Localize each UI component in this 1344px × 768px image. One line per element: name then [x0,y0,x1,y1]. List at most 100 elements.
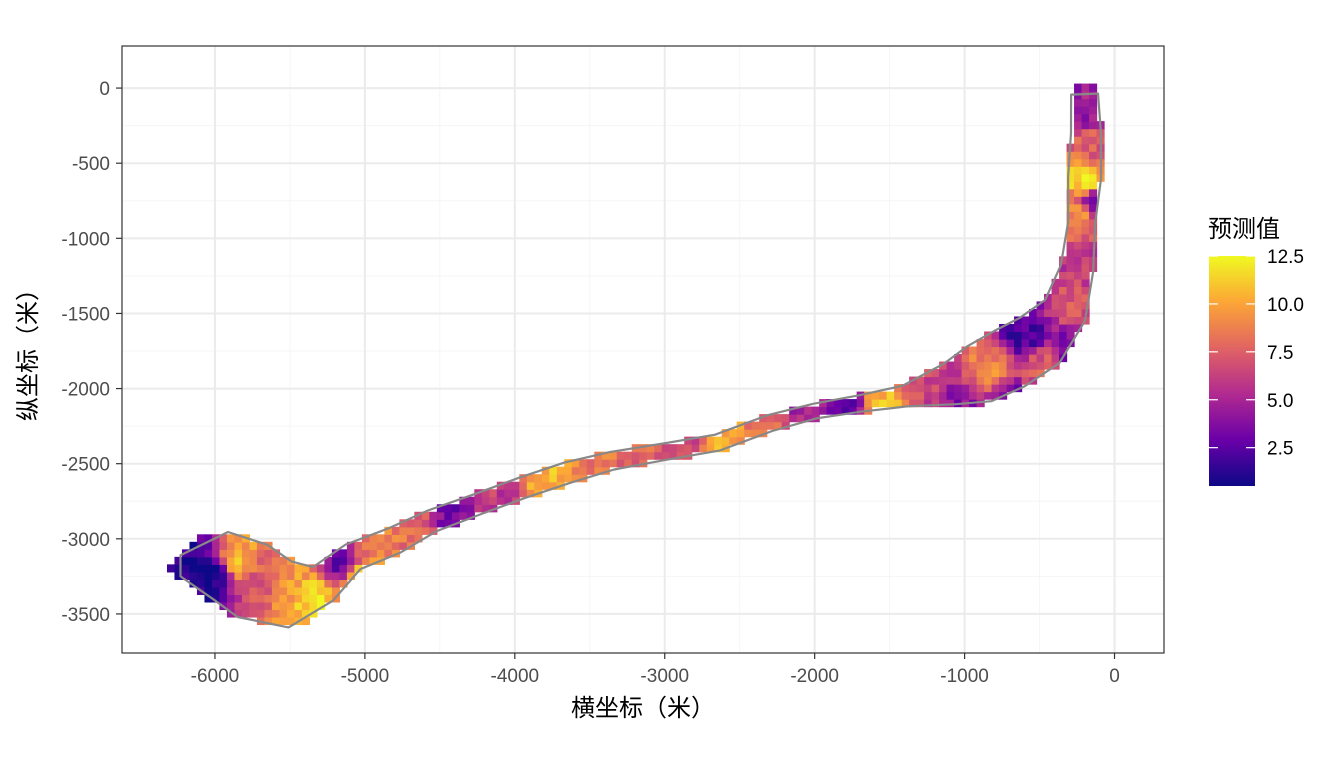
heat-cell [1081,166,1090,175]
heat-cell [1059,308,1068,318]
heat-cell [271,556,281,565]
heat-cell [1059,293,1068,303]
heat-cell [564,474,573,483]
heat-cell [286,579,296,588]
heat-cell [399,534,408,543]
heat-cell [451,511,460,520]
heat-cell [579,466,588,475]
heat-cell [549,481,558,490]
heat-cell [946,369,955,378]
heat-cell [219,549,228,558]
heat-cell [264,564,273,573]
heat-cell [594,466,603,475]
heat-cell [879,399,888,408]
heat-cell [324,564,333,573]
heat-cell [1044,361,1053,370]
heat-cell [279,601,288,611]
heat-cell [234,564,243,573]
heat-cell [1074,106,1083,115]
heat-cell [939,369,948,378]
heat-cell [1074,323,1083,333]
heat-cell [549,466,558,475]
heat-cell [1081,173,1090,182]
heat-cell [856,399,865,408]
heat-cell [729,436,738,445]
heat-cell [571,466,580,475]
heat-cell [804,406,813,415]
heat-cell [309,579,318,588]
heat-cell [1036,323,1045,333]
heat-cell [331,564,340,573]
heat-cell [316,564,326,573]
plot-panel-border [121,45,1165,654]
heat-cell [969,369,978,378]
heat-cell [1066,181,1075,190]
heat-cell [286,586,296,596]
heat-cell [999,376,1008,385]
heat-cell [489,489,498,498]
heat-cell [969,384,978,393]
heat-cell [1021,346,1030,355]
heat-cell [616,451,625,460]
heat-cell [361,549,370,558]
heat-cell [1081,271,1090,280]
heat-cell [984,346,993,355]
x-tick-label: -3000 [640,666,689,687]
heat-cell [504,489,513,498]
y-tick-label: -500 [72,154,110,175]
heat-cell [369,541,378,550]
heat-cell [346,549,355,558]
heat-cell [1066,263,1075,272]
heat-cell [219,541,228,550]
heat-cell [226,564,236,573]
heat-cell [1066,301,1075,310]
heat-cell [1051,278,1060,287]
heat-cell [1089,241,1098,250]
heat-cell [241,571,251,580]
heat-cell [1066,166,1075,175]
heat-cell [991,338,1000,348]
heat-cell [249,579,258,588]
heat-cell [264,601,273,611]
heat-cell [406,534,415,543]
heat-cell [1081,136,1090,145]
heat-cell [961,369,970,378]
heat-cell [811,406,820,415]
heat-cell [1089,128,1098,137]
heat-cell [991,331,1000,340]
heat-cell [324,571,333,580]
heat-cell [271,564,281,573]
heat-cell [1066,233,1075,242]
heat-cell [901,384,910,393]
heat-cell [189,571,198,580]
heat-cell [301,571,311,580]
heat-cell [1014,323,1023,333]
heat-cell [1029,338,1038,348]
heat-cell [1074,83,1083,92]
heat-cell [961,346,970,355]
heat-cell [481,504,490,513]
x-axis-title: 横坐标（米） [571,694,715,722]
heat-cell [721,436,730,445]
heat-cell [241,609,251,618]
heat-cell [1081,248,1090,257]
heat-cell [1014,331,1023,340]
heat-cell [399,526,408,535]
heat-cell [931,391,940,400]
heat-cell [181,571,191,580]
heat-cell [331,571,340,580]
heat-cell [669,451,678,460]
legend-label: 10.0 [1267,295,1304,316]
heat-cell [976,354,985,363]
heat-cell [196,534,206,543]
heat-cell [1029,346,1038,355]
legend-label: 5.0 [1267,391,1293,412]
heat-cell [234,601,243,611]
heat-cell [519,474,528,483]
heat-cell [1021,376,1030,385]
heat-cell [1029,361,1038,370]
heat-cell [1059,338,1068,348]
y-tick-label: -3500 [61,605,110,626]
heat-cell [519,481,528,490]
heat-cell [601,459,610,468]
